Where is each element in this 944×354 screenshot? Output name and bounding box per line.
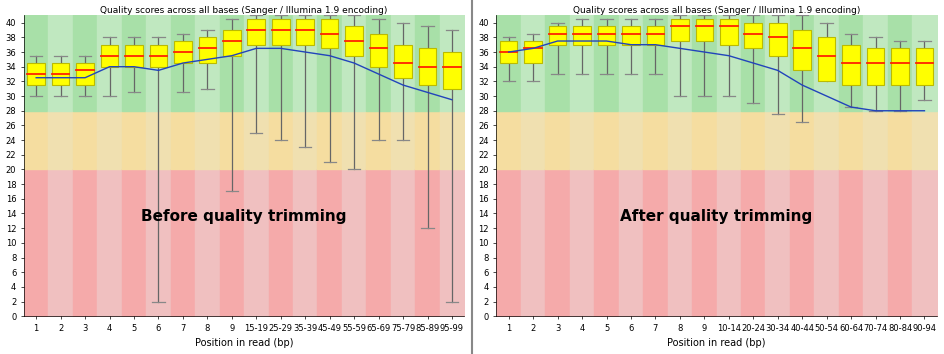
Bar (149, 45, 167, 67)
Bar (223, 30, 241, 56)
Bar (394, 45, 412, 78)
Bar (174, 41, 192, 63)
Bar (125, 45, 143, 67)
Bar (817, 38, 834, 81)
Bar (247, 19, 265, 45)
Bar (27, 63, 45, 85)
Bar (101, 45, 118, 67)
Bar (841, 45, 859, 85)
Bar (296, 19, 313, 45)
Bar (597, 26, 615, 45)
Bar (321, 19, 338, 48)
X-axis label: Position in read (bp): Position in read (bp) (194, 338, 293, 348)
Bar (646, 26, 664, 45)
Bar (915, 48, 933, 85)
Bar (369, 34, 387, 67)
Bar (768, 23, 785, 56)
Bar (793, 30, 810, 70)
Bar (670, 19, 688, 41)
Bar (524, 41, 541, 63)
Bar (198, 38, 216, 63)
Text: Before quality trimming: Before quality trimming (142, 210, 346, 224)
Bar (621, 26, 639, 45)
Bar (866, 48, 884, 85)
Bar (418, 48, 436, 85)
Bar (548, 26, 565, 45)
Bar (695, 19, 713, 41)
Bar (719, 19, 737, 45)
Bar (52, 63, 69, 85)
Bar (890, 48, 908, 85)
Bar (272, 19, 289, 45)
Bar (76, 63, 93, 85)
Bar (573, 26, 590, 45)
Bar (345, 26, 362, 56)
Title: Quality scores across all bases (Sanger / Illumina 1.9 encoding): Quality scores across all bases (Sanger … (572, 6, 859, 15)
Bar (443, 52, 461, 89)
Title: Quality scores across all bases (Sanger / Illumina 1.9 encoding): Quality scores across all bases (Sanger … (100, 6, 387, 15)
Text: After quality trimming: After quality trimming (620, 210, 812, 224)
X-axis label: Position in read (bp): Position in read (bp) (666, 338, 765, 348)
Bar (744, 23, 761, 48)
Bar (499, 41, 517, 63)
